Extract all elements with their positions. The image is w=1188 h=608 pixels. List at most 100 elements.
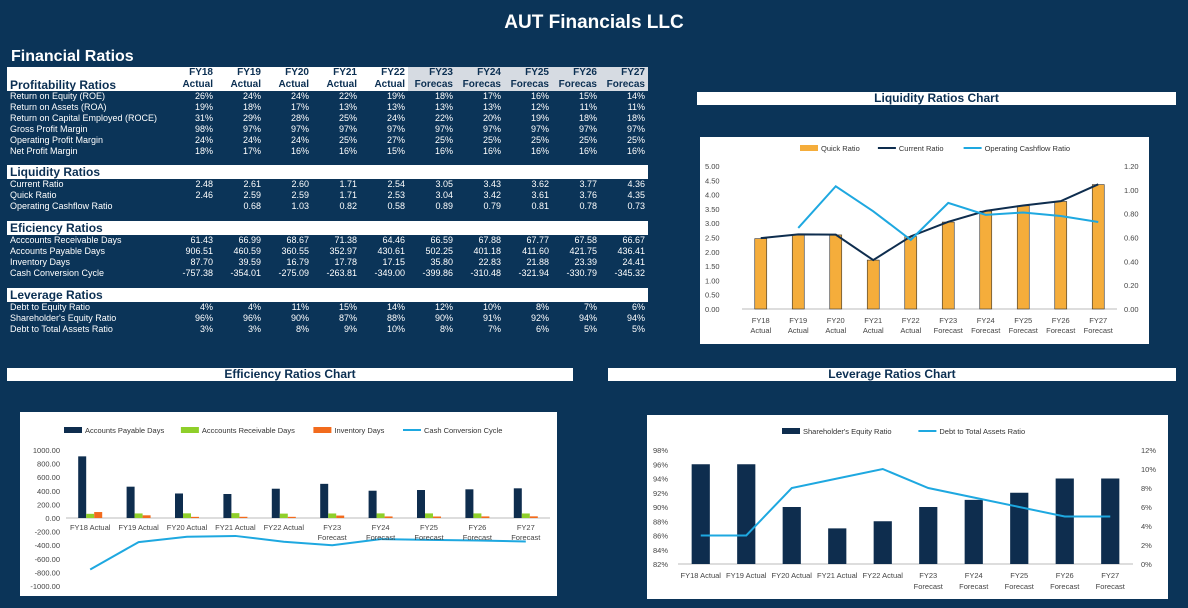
table-cell: 18%: [434, 91, 453, 101]
row-label: Inventory Days: [10, 256, 71, 267]
x-tick-label: Forecast: [971, 326, 1001, 335]
bar-shareholders-equity-ratio: [782, 507, 801, 564]
table-cell: 11%: [627, 101, 645, 112]
table-cell: 3%: [247, 323, 261, 334]
legend-label: Acccounts Receivable Days: [202, 426, 295, 435]
x-tick-label: FY25: [1014, 316, 1032, 325]
bar-accounts-payable-days: [368, 490, 377, 518]
row-label: Operating Profit Margin: [10, 134, 104, 145]
y2-tick-label: 0.80: [1124, 210, 1139, 219]
table-cell: 16%: [338, 145, 357, 156]
table-cell: 25%: [578, 134, 597, 145]
x-tick-label: Actual: [863, 326, 884, 335]
table-cell: 411.60: [522, 246, 549, 257]
header-type-row: Profitability Ratios Actual Actual Actual Ac…: [7, 79, 648, 91]
period-type-header: Forecas: [408, 79, 456, 91]
table-cell: 3.42: [483, 190, 501, 201]
bar-quick-ratio: [791, 234, 805, 310]
period-type-header: Forecas: [552, 79, 600, 91]
table-cell: 67.58: [574, 235, 597, 246]
year-header: FY18: [168, 67, 216, 79]
table-cell: 6%: [631, 301, 645, 312]
table-cell: 6%: [535, 323, 549, 334]
table-cell: 3.77: [579, 179, 597, 190]
table-row: Operating Cashflow Ratio 0.68 1.03 0.82 0.58…: [7, 201, 648, 212]
table-cell: -399.86: [422, 267, 453, 278]
table-cell: 17%: [290, 101, 309, 112]
table-cell: 460.59: [233, 246, 261, 257]
y-tick-label: 98%: [653, 446, 668, 455]
line-operating-cashflow-ratio: [797, 184, 1099, 242]
y-tick-label: 1000.00: [33, 446, 60, 455]
x-tick-label: FY22 Actual: [863, 571, 904, 580]
legend-label: Cash Conversion Cycle: [424, 426, 502, 435]
table-cell: 97%: [578, 123, 597, 134]
table-cell: 22%: [434, 112, 453, 123]
table-row: Cash Conversion Cycle -757.38 -354.01 -275.…: [7, 268, 648, 279]
legend-swatch: [180, 427, 199, 433]
table-cell: 2.48: [195, 179, 213, 190]
table-row: Current Ratio 2.48 2.61 2.60 1.71 2.54 3.05 3.4…: [7, 179, 648, 190]
row-label: Return on Assets (ROA): [10, 101, 107, 112]
x-tick-label: FY19 Actual: [726, 571, 767, 580]
table-cell: 0.78: [579, 201, 597, 212]
x-tick-label: FY18 Actual: [70, 523, 111, 532]
table-cell: 0.68: [243, 201, 261, 212]
section-title-cell: Liquidity Ratios: [7, 165, 648, 180]
table-cell: 12%: [434, 301, 453, 312]
bar-quick-ratio: [904, 236, 918, 310]
table-cell: 68.67: [286, 235, 309, 246]
table-cell: 19%: [530, 112, 549, 123]
table-row: Net Profit Margin 18% 17% 16% 16% 15% 16% 16% 16…: [7, 146, 648, 157]
period-type-header: Actual: [312, 79, 360, 91]
bar-shareholders-equity-ratio: [691, 464, 710, 564]
x-tick-label: Actual: [788, 326, 809, 335]
x-tick-label: FY20 Actual: [772, 571, 813, 580]
y2-tick-label: 0.60: [1124, 234, 1139, 243]
table-cell: -275.09: [278, 267, 309, 278]
bar-acccounts-receivable-days: [521, 513, 530, 518]
row-label: Return on Capital Employed (ROCE): [10, 112, 158, 123]
x-tick-label: Actual: [750, 326, 771, 335]
bar-accounts-payable-days: [126, 486, 135, 518]
y-tick-label: 0.00: [705, 305, 720, 314]
table-cell: 8%: [439, 323, 453, 334]
bar-acccounts-receivable-days: [279, 513, 288, 518]
row-label: Debt to Equity Ratio: [10, 301, 91, 312]
table-cell: 97%: [242, 123, 261, 134]
y-tick-label: 94%: [653, 475, 668, 484]
bar-acccounts-receivable-days: [86, 513, 95, 518]
table-cell: 5%: [631, 323, 645, 334]
table-cell: 90%: [290, 312, 309, 323]
x-tick-label: FY21 Actual: [817, 571, 858, 580]
bar-inventory-days: [94, 512, 103, 518]
table-cell: 24%: [290, 91, 309, 101]
table-cell: 4.35: [627, 190, 645, 201]
y-tick-label: 4.00: [705, 191, 720, 200]
table-cell: 87.70: [190, 256, 213, 267]
y-tick-label: 400.00: [37, 487, 60, 496]
y2-tick-label: 0.40: [1124, 257, 1139, 266]
bar-accounts-payable-days: [320, 483, 329, 518]
table-cell: 97%: [386, 123, 405, 134]
x-tick-label: FY18 Actual: [681, 571, 722, 580]
bar-acccounts-receivable-days: [134, 513, 143, 518]
table-cell: 64.46: [382, 235, 405, 246]
table-cell: 88%: [386, 312, 405, 323]
efficiency-chart-panel: 1000.00 800.00 600.00 400.00 200.00 0.00 -200.…: [20, 412, 557, 596]
table-cell: 97%: [482, 123, 501, 134]
legend-label: Shareholder's Equity Ratio: [803, 427, 892, 436]
y-tick-label: -1000.00: [30, 582, 60, 591]
table-cell: 9%: [343, 323, 357, 334]
bar-shareholders-equity-ratio: [1010, 492, 1029, 564]
table-cell: 39.59: [238, 256, 261, 267]
table-row: Shareholder's Equity Ratio 96% 96% 90% 87% 88…: [7, 313, 648, 324]
spacer-cell: [7, 156, 648, 165]
x-tick-label: Forecast: [959, 582, 989, 591]
table-cell: 20%: [482, 112, 501, 123]
table-cell: 97%: [434, 123, 453, 134]
period-type-header: Forecas: [456, 79, 504, 91]
table-row: Inventory Days 87.70 39.59 16.79 17.78 17.15 3…: [7, 257, 648, 268]
y2-tick-label: 0.20: [1124, 281, 1139, 290]
x-tick-label: Forecast: [414, 533, 444, 542]
